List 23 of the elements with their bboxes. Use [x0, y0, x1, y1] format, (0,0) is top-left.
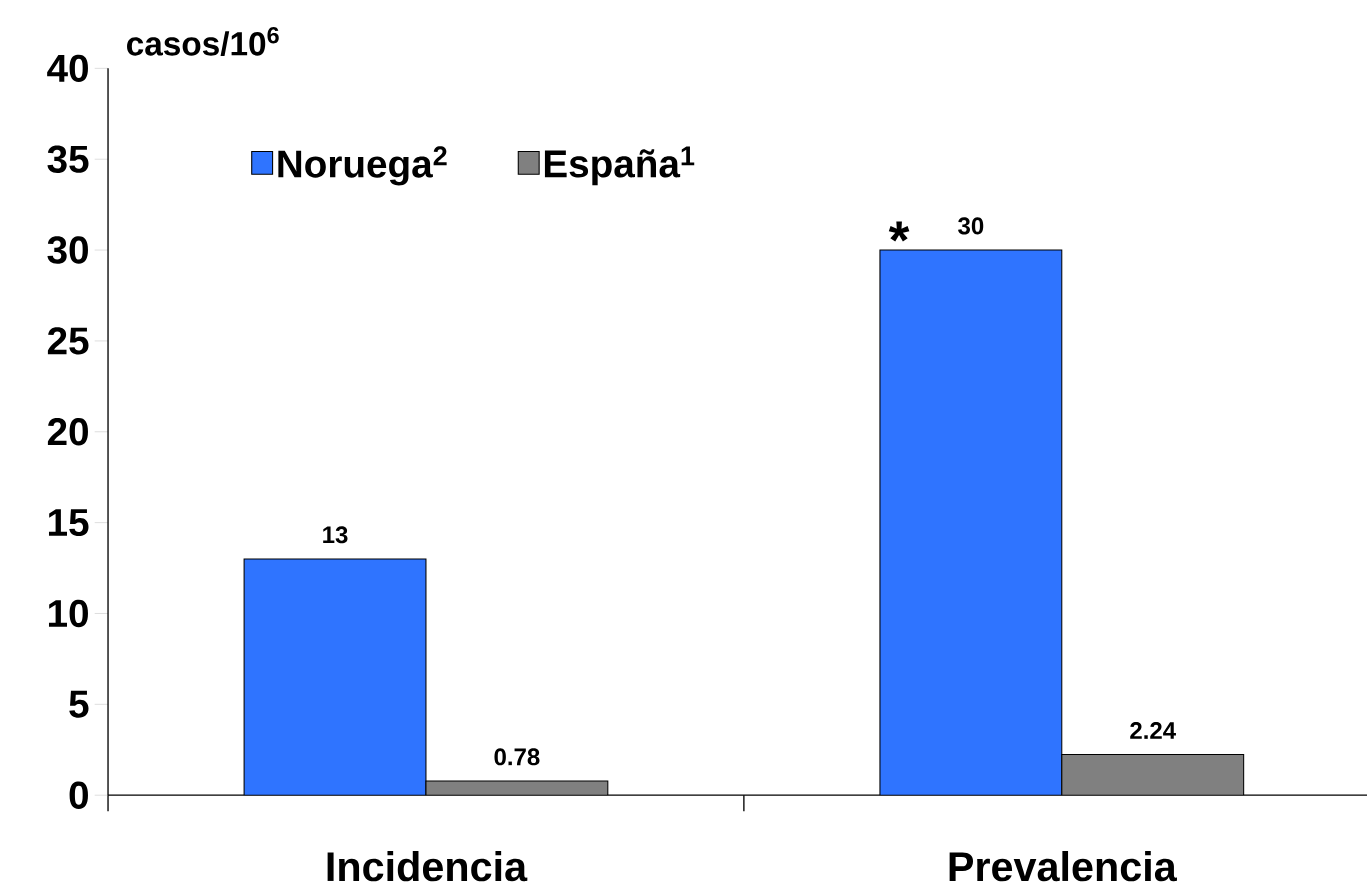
data-label: 30 [958, 217, 984, 235]
bar [879, 249, 1063, 796]
y-tick-label: 30 [47, 236, 88, 264]
y-tick-label: 0 [69, 781, 88, 809]
data-label: 13 [323, 526, 348, 544]
y-tick-label: 15 [48, 509, 89, 537]
legend-label: España$^{1}$ [544, 146, 695, 186]
x-tick-label: Prevalencia [949, 850, 1177, 882]
data-label: 0.78 [494, 748, 540, 766]
x-tick-label: Incidencia [327, 850, 528, 882]
legend-label: Noruega$^{2}$ [278, 146, 447, 186]
bar [1061, 753, 1245, 796]
annotation: * [888, 221, 910, 242]
y-tick-label: 35 [47, 145, 89, 173]
y-tick-label: 25 [47, 327, 89, 355]
y-tick-label: 5 [69, 690, 89, 718]
y-axis-title: casos/10$^{6}$ [127, 26, 279, 56]
data-label: 2.24 [1130, 721, 1176, 739]
y-tick-label: 20 [47, 417, 88, 446]
bar [425, 780, 609, 796]
y-tick-label: 10 [48, 599, 88, 628]
bar [243, 558, 427, 796]
y-tick-label: 40 [47, 54, 88, 82]
